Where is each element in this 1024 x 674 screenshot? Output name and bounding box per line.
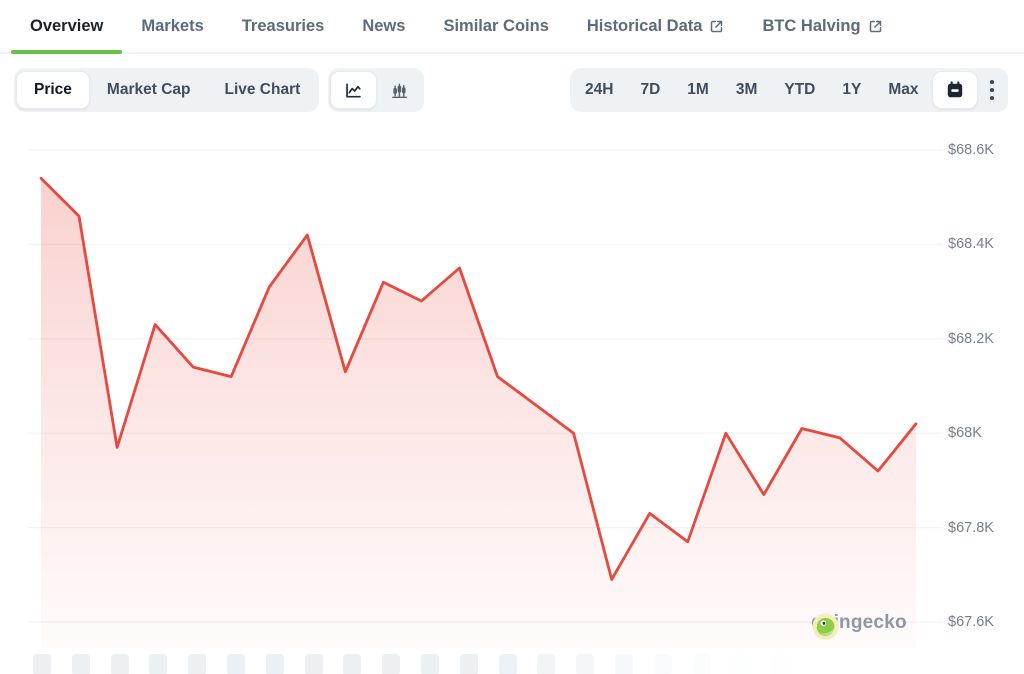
tab-markets[interactable]: Markets — [122, 0, 222, 52]
placeholder-square — [653, 654, 672, 674]
placeholder-square — [71, 654, 90, 674]
line-chart-icon — [346, 82, 362, 98]
placeholder-square — [692, 654, 711, 674]
tab-label: News — [362, 16, 406, 35]
external-link-icon — [869, 20, 881, 32]
price-chart[interactable]: $68.6K $68.4K $68.2K $68K $67.8K $67.6K coing… — [0, 130, 1024, 674]
placeholder-square — [615, 654, 633, 674]
placeholder-square — [498, 654, 517, 674]
y-axis-tick-label: $68.4K — [948, 236, 994, 253]
external-link-icon — [711, 20, 723, 32]
y-axis-tick-label: $68K — [948, 425, 982, 442]
range-1y-button[interactable]: 1Y — [829, 71, 875, 109]
tab-similar-coins[interactable]: Similar Coins — [424, 0, 567, 52]
time-range-toggle: 24H 7D 1M 3M YTD 1Y Max — [569, 68, 1008, 112]
price-area-chart — [28, 149, 943, 649]
placeholder-square — [33, 654, 51, 674]
coingecko-gecko-icon — [812, 613, 839, 640]
tab-historical-data[interactable]: Historical Data — [568, 0, 744, 52]
y-axis-tick-label: $67.6K — [948, 614, 994, 630]
placeholder-square — [382, 654, 401, 674]
range-7d-button[interactable]: 7D — [627, 71, 674, 109]
placeholder-square — [110, 654, 129, 674]
placeholder-square — [343, 654, 362, 674]
tab-treasuries[interactable]: Treasuries — [223, 0, 344, 52]
placeholder-square — [227, 654, 245, 674]
range-24h-button[interactable]: 24H — [572, 71, 627, 109]
chart-toolbar: Price Market Cap Live Chart 24H 7D 1M 3M… — [14, 68, 1008, 112]
candlestick-chart-icon — [392, 83, 408, 98]
chart-type-toggle — [328, 68, 425, 112]
kebab-menu-icon — [990, 80, 994, 100]
market-cap-toggle-button[interactable]: Market Cap — [90, 71, 208, 109]
tab-label: Similar Coins — [443, 16, 549, 35]
placeholder-square — [265, 654, 284, 674]
range-max-button[interactable]: Max — [875, 71, 932, 109]
placeholder-square — [731, 654, 750, 674]
price-area-fill — [41, 178, 916, 649]
placeholder-square — [304, 654, 323, 674]
placeholder-square — [149, 654, 168, 674]
tab-label: Overview — [30, 16, 104, 35]
range-3m-button[interactable]: 3M — [722, 71, 771, 109]
placeholder-square — [770, 654, 789, 674]
range-ytd-button[interactable]: YTD — [771, 71, 829, 109]
placeholder-square — [459, 654, 478, 674]
placeholder-square — [188, 654, 207, 674]
y-axis-tick-label: $68.6K — [948, 142, 994, 158]
placeholder-square — [576, 654, 595, 674]
coingecko-watermark: coingecko — [811, 612, 907, 640]
tab-label: Historical Data — [586, 16, 703, 35]
line-chart-type-button[interactable] — [330, 71, 378, 109]
more-options-button[interactable] — [978, 71, 1006, 109]
price-toggle-button[interactable]: Price — [16, 71, 90, 109]
placeholder-square — [537, 654, 556, 674]
range-1m-button[interactable]: 1M — [674, 71, 723, 109]
tab-overview[interactable]: Overview — [11, 0, 123, 54]
calendar-icon — [947, 81, 963, 98]
calendar-button[interactable] — [932, 71, 978, 109]
section-tab-bar: Overview Markets Treasuries News Similar… — [0, 0, 1024, 54]
tab-label: Treasuries — [241, 16, 325, 35]
tab-label: BTC Halving — [762, 16, 861, 35]
metric-toggle: Price Market Cap Live Chart — [14, 68, 320, 112]
tab-label: Markets — [141, 16, 204, 35]
y-axis-tick-label: $67.8K — [948, 519, 994, 536]
tab-news[interactable]: News — [343, 0, 424, 52]
live-chart-toggle-button[interactable]: Live Chart — [207, 71, 317, 109]
y-axis-tick-label: $68.2K — [948, 330, 994, 347]
candlestick-chart-type-button[interactable] — [377, 71, 422, 109]
placeholder-square — [421, 654, 439, 674]
price-line — [39, 176, 918, 581]
tab-btc-halving[interactable]: BTC Halving — [743, 0, 901, 52]
